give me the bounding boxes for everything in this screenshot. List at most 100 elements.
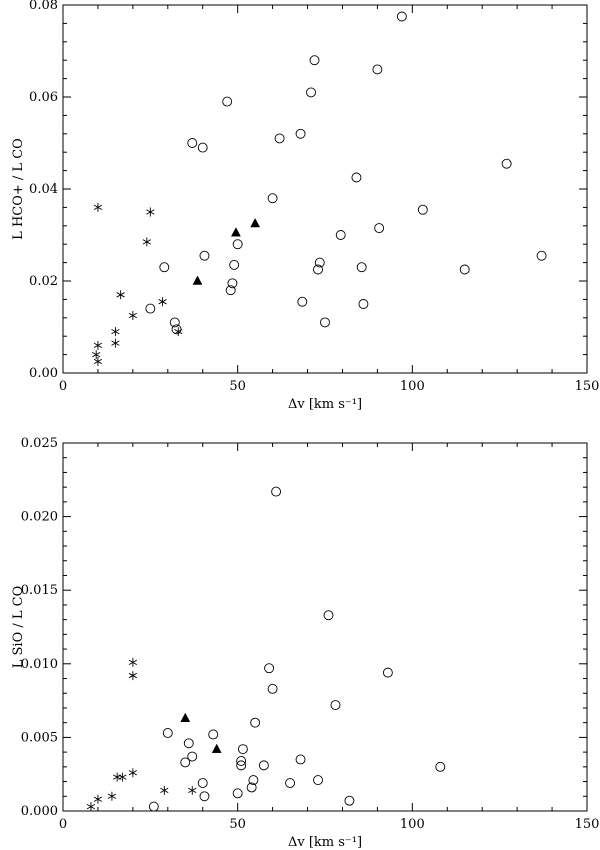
data-point-asterisk [188, 785, 197, 795]
x-tick-label: 100 [400, 379, 425, 394]
data-point-circle [435, 761, 446, 772]
data-point-circle [225, 285, 236, 296]
data-point-circle [187, 751, 198, 762]
y-tick-label: 0.00 [29, 366, 58, 381]
data-point-triangle [192, 275, 203, 285]
data-point-asterisk [128, 311, 137, 320]
data-point-circle [501, 158, 512, 169]
data-point-circle [232, 239, 243, 250]
x-tick-label: 150 [575, 817, 600, 832]
x-tick-label: 100 [400, 817, 425, 832]
data-point-asterisk [86, 802, 96, 812]
plot-frame [62, 442, 588, 812]
data-point-triangle [231, 227, 241, 237]
data-point-circle [197, 778, 208, 788]
data-point-circle [285, 778, 296, 788]
y-tick-label: 0.025 [21, 436, 58, 451]
data-point-circle [313, 264, 323, 275]
data-point-circle [459, 264, 470, 275]
data-point-asterisk [118, 772, 127, 782]
data-point-asterisk [128, 657, 137, 667]
tick-label-group: 0 50 100 150 0.000 0.005 0.010 0.015 0.020 0.025 [21, 436, 600, 832]
data-point-circle [274, 133, 285, 144]
data-point-circle [297, 296, 308, 307]
data-point-circle [250, 717, 261, 728]
data-point-circle [171, 324, 182, 335]
data-point-circle [248, 775, 259, 786]
y-tick-label: 0.020 [21, 510, 58, 525]
data-point-circle [314, 257, 325, 268]
data-point-circle [372, 64, 383, 75]
data-point-circle [258, 760, 269, 771]
data-point-circle [246, 782, 257, 793]
data-point-circle [313, 775, 323, 786]
data-point-circle [180, 757, 191, 768]
data-point-circle [358, 299, 369, 309]
data-point-circle [229, 259, 240, 270]
data-point-circle [295, 128, 306, 139]
data-point-circle [536, 250, 547, 261]
panel-sio-co: 0 50 100 1500.0000.0050.0100.0150.0200.025 … [11, 436, 599, 850]
x-tick-label: 0 [59, 817, 67, 832]
data-point-circle [236, 760, 247, 771]
data-point-asterisk [128, 768, 137, 778]
tick-group [62, 4, 588, 374]
data-point-asterisk [111, 327, 120, 337]
data-point-circle [335, 230, 346, 240]
y-tick-label: 0.06 [29, 90, 58, 105]
data-point-circle [227, 278, 238, 289]
data-point-circle [306, 87, 316, 98]
data-point-circle [295, 754, 306, 765]
data-point-circle [145, 303, 156, 314]
data-point-asterisk [142, 237, 151, 247]
data-point-circle [330, 700, 341, 710]
data-point-circle [183, 738, 194, 749]
x-tick-label: 0 [59, 379, 67, 394]
data-point-circle [208, 729, 219, 740]
points-group [86, 486, 446, 812]
data-point-circle [356, 262, 367, 273]
data-point-circle [159, 262, 170, 273]
data-point-circle [323, 610, 334, 621]
data-point-circle [267, 683, 278, 694]
data-point-asterisk [128, 671, 137, 681]
data-point-triangle [180, 712, 191, 723]
data-point-asterisk [93, 340, 103, 350]
tick-group [62, 442, 588, 812]
data-point-circle [148, 801, 159, 812]
data-point-circle [344, 795, 355, 806]
data-point-asterisk [113, 772, 122, 782]
data-point-asterisk [93, 794, 103, 804]
points-group [92, 11, 547, 366]
y-axis-label: L HCO+ / L CO [11, 138, 26, 240]
x-tick-label: 50 [229, 817, 246, 832]
data-point-triangle [211, 743, 222, 753]
y-tick-label: 0.02 [29, 274, 58, 289]
data-point-circle [382, 667, 393, 678]
data-point-circle [232, 788, 243, 799]
y-tick-label: 0.000 [21, 804, 58, 819]
data-point-circle [197, 142, 208, 153]
data-point-asterisk [158, 297, 167, 307]
x-tick-label: 50 [229, 379, 246, 394]
data-point-asterisk [93, 202, 103, 212]
data-point-circle [187, 138, 198, 148]
panel-hco-co: 0 50 100 150 0.00 0.02 0.04 0.06 0.08 Δv [km s⁻¹… [11, 0, 599, 412]
data-point-asterisk [92, 350, 101, 360]
data-point-circle [162, 728, 173, 738]
data-point-circle [199, 250, 210, 261]
data-point-triangle [250, 217, 261, 228]
data-point-circle [351, 172, 362, 183]
y-tick-label: 0.010 [21, 657, 58, 672]
y-axis-label: L SiO / L CO [11, 586, 26, 669]
data-point-circle [267, 193, 278, 204]
data-point-asterisk [107, 791, 117, 801]
data-point-circle [264, 663, 275, 674]
data-point-circle [309, 55, 320, 66]
data-point-asterisk [160, 785, 169, 795]
x-axis-label: Δv [km s⁻¹] [288, 835, 362, 850]
data-point-circle [237, 744, 248, 755]
tick-label-group: 0 50 100 150 0.00 0.02 0.04 0.06 0.08 [29, 0, 599, 394]
y-tick-label: 0.015 [21, 583, 58, 598]
